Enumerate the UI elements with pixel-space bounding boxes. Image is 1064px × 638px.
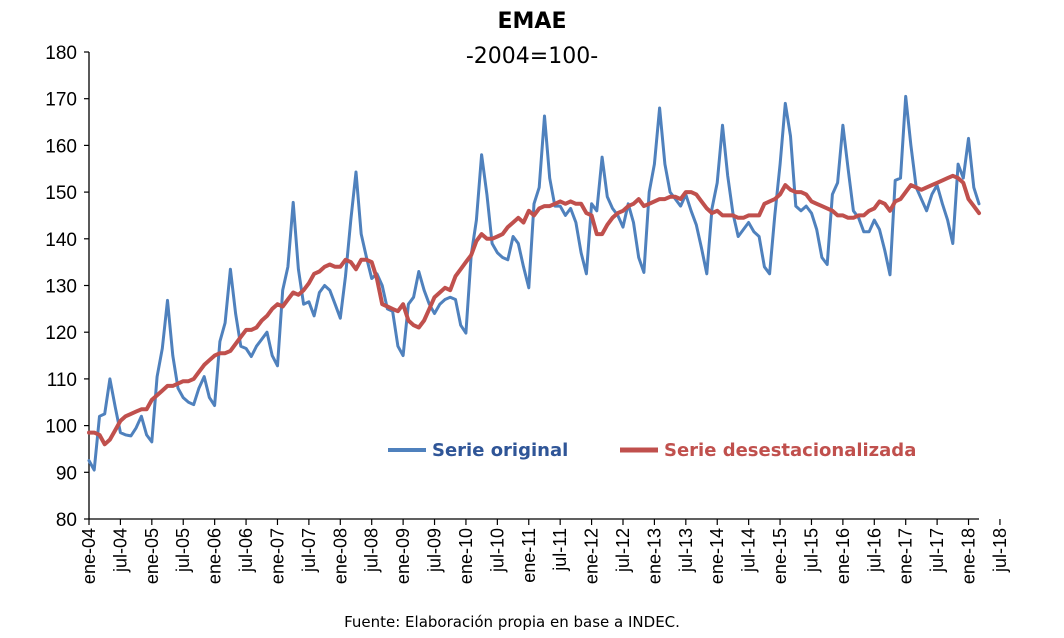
series-line-original <box>87 94 981 472</box>
x-tick-label: jul-14 <box>739 528 759 573</box>
y-tick-label: 80 <box>56 510 77 531</box>
y-tick-label: 90 <box>56 463 77 484</box>
source-note: Fuente: Elaboración propia en base a IND… <box>344 613 680 631</box>
y-tick-label: 150 <box>45 183 77 204</box>
x-tick-label: jul-07 <box>299 528 319 573</box>
x-tick-label: ene-06 <box>205 528 225 584</box>
x-tick-label: ene-14 <box>707 528 727 584</box>
x-tick-label: jul-12 <box>613 528 633 573</box>
x-tick-label: ene-18 <box>959 528 979 584</box>
y-tick-label: 160 <box>45 136 77 157</box>
y-axis-ticks: 80 90 100 110 120 130 140 150 160 170 180 <box>45 43 89 531</box>
x-tick-label: ene-09 <box>393 528 413 584</box>
x-tick-label: ene-16 <box>833 528 853 584</box>
y-tick-label: 170 <box>45 90 77 111</box>
x-tick-label: ene-08 <box>330 528 350 584</box>
x-tick-label: jul-06 <box>236 528 256 573</box>
y-tick-label: 180 <box>45 43 77 64</box>
x-tick-label: jul-17 <box>927 528 947 573</box>
y-tick-label: 110 <box>47 370 77 391</box>
legend: Serie original Serie desestacionalizada <box>388 440 916 461</box>
axes <box>88 52 979 520</box>
series-layer <box>87 94 981 472</box>
x-tick-label: ene-05 <box>142 528 162 584</box>
legend-label-original: Serie original <box>432 440 568 461</box>
x-tick-label: ene-13 <box>644 528 664 584</box>
x-tick-label: ene-07 <box>267 528 287 584</box>
x-axis-ticks: ene-04 jul-04 ene-05 jul-05 ene-06 jul-06 ene-… <box>79 519 1010 584</box>
x-tick-label: jul-09 <box>425 528 445 573</box>
x-tick-label: ene-17 <box>896 528 916 584</box>
x-tick-label: jul-18 <box>990 528 1010 573</box>
y-tick-label: 140 <box>45 230 77 251</box>
x-tick-label: jul-10 <box>487 528 507 573</box>
x-tick-label: ene-04 <box>79 528 99 584</box>
y-tick-label: 100 <box>45 417 77 438</box>
x-tick-label: ene-10 <box>456 528 476 584</box>
x-tick-label: jul-13 <box>676 528 696 573</box>
x-tick-label: jul-05 <box>173 528 193 573</box>
legend-label-desestacionalizada: Serie desestacionalizada <box>664 440 916 461</box>
x-tick-label: jul-11 <box>550 528 570 572</box>
series-line-desestacionalizada <box>87 173 981 447</box>
x-tick-label: jul-15 <box>801 528 821 573</box>
chart-title: EMAE <box>498 9 567 34</box>
y-tick-label: 120 <box>45 323 77 344</box>
x-tick-label: ene-12 <box>582 528 602 584</box>
x-tick-label: ene-11 <box>519 528 539 583</box>
x-tick-label: ene-15 <box>770 528 790 584</box>
x-tick-label: jul-08 <box>362 528 382 573</box>
x-tick-label: jul-16 <box>864 528 884 573</box>
x-tick-label: jul-04 <box>110 528 130 573</box>
y-tick-label: 130 <box>45 277 77 298</box>
chart-subtitle: -2004=100- <box>466 44 598 69</box>
